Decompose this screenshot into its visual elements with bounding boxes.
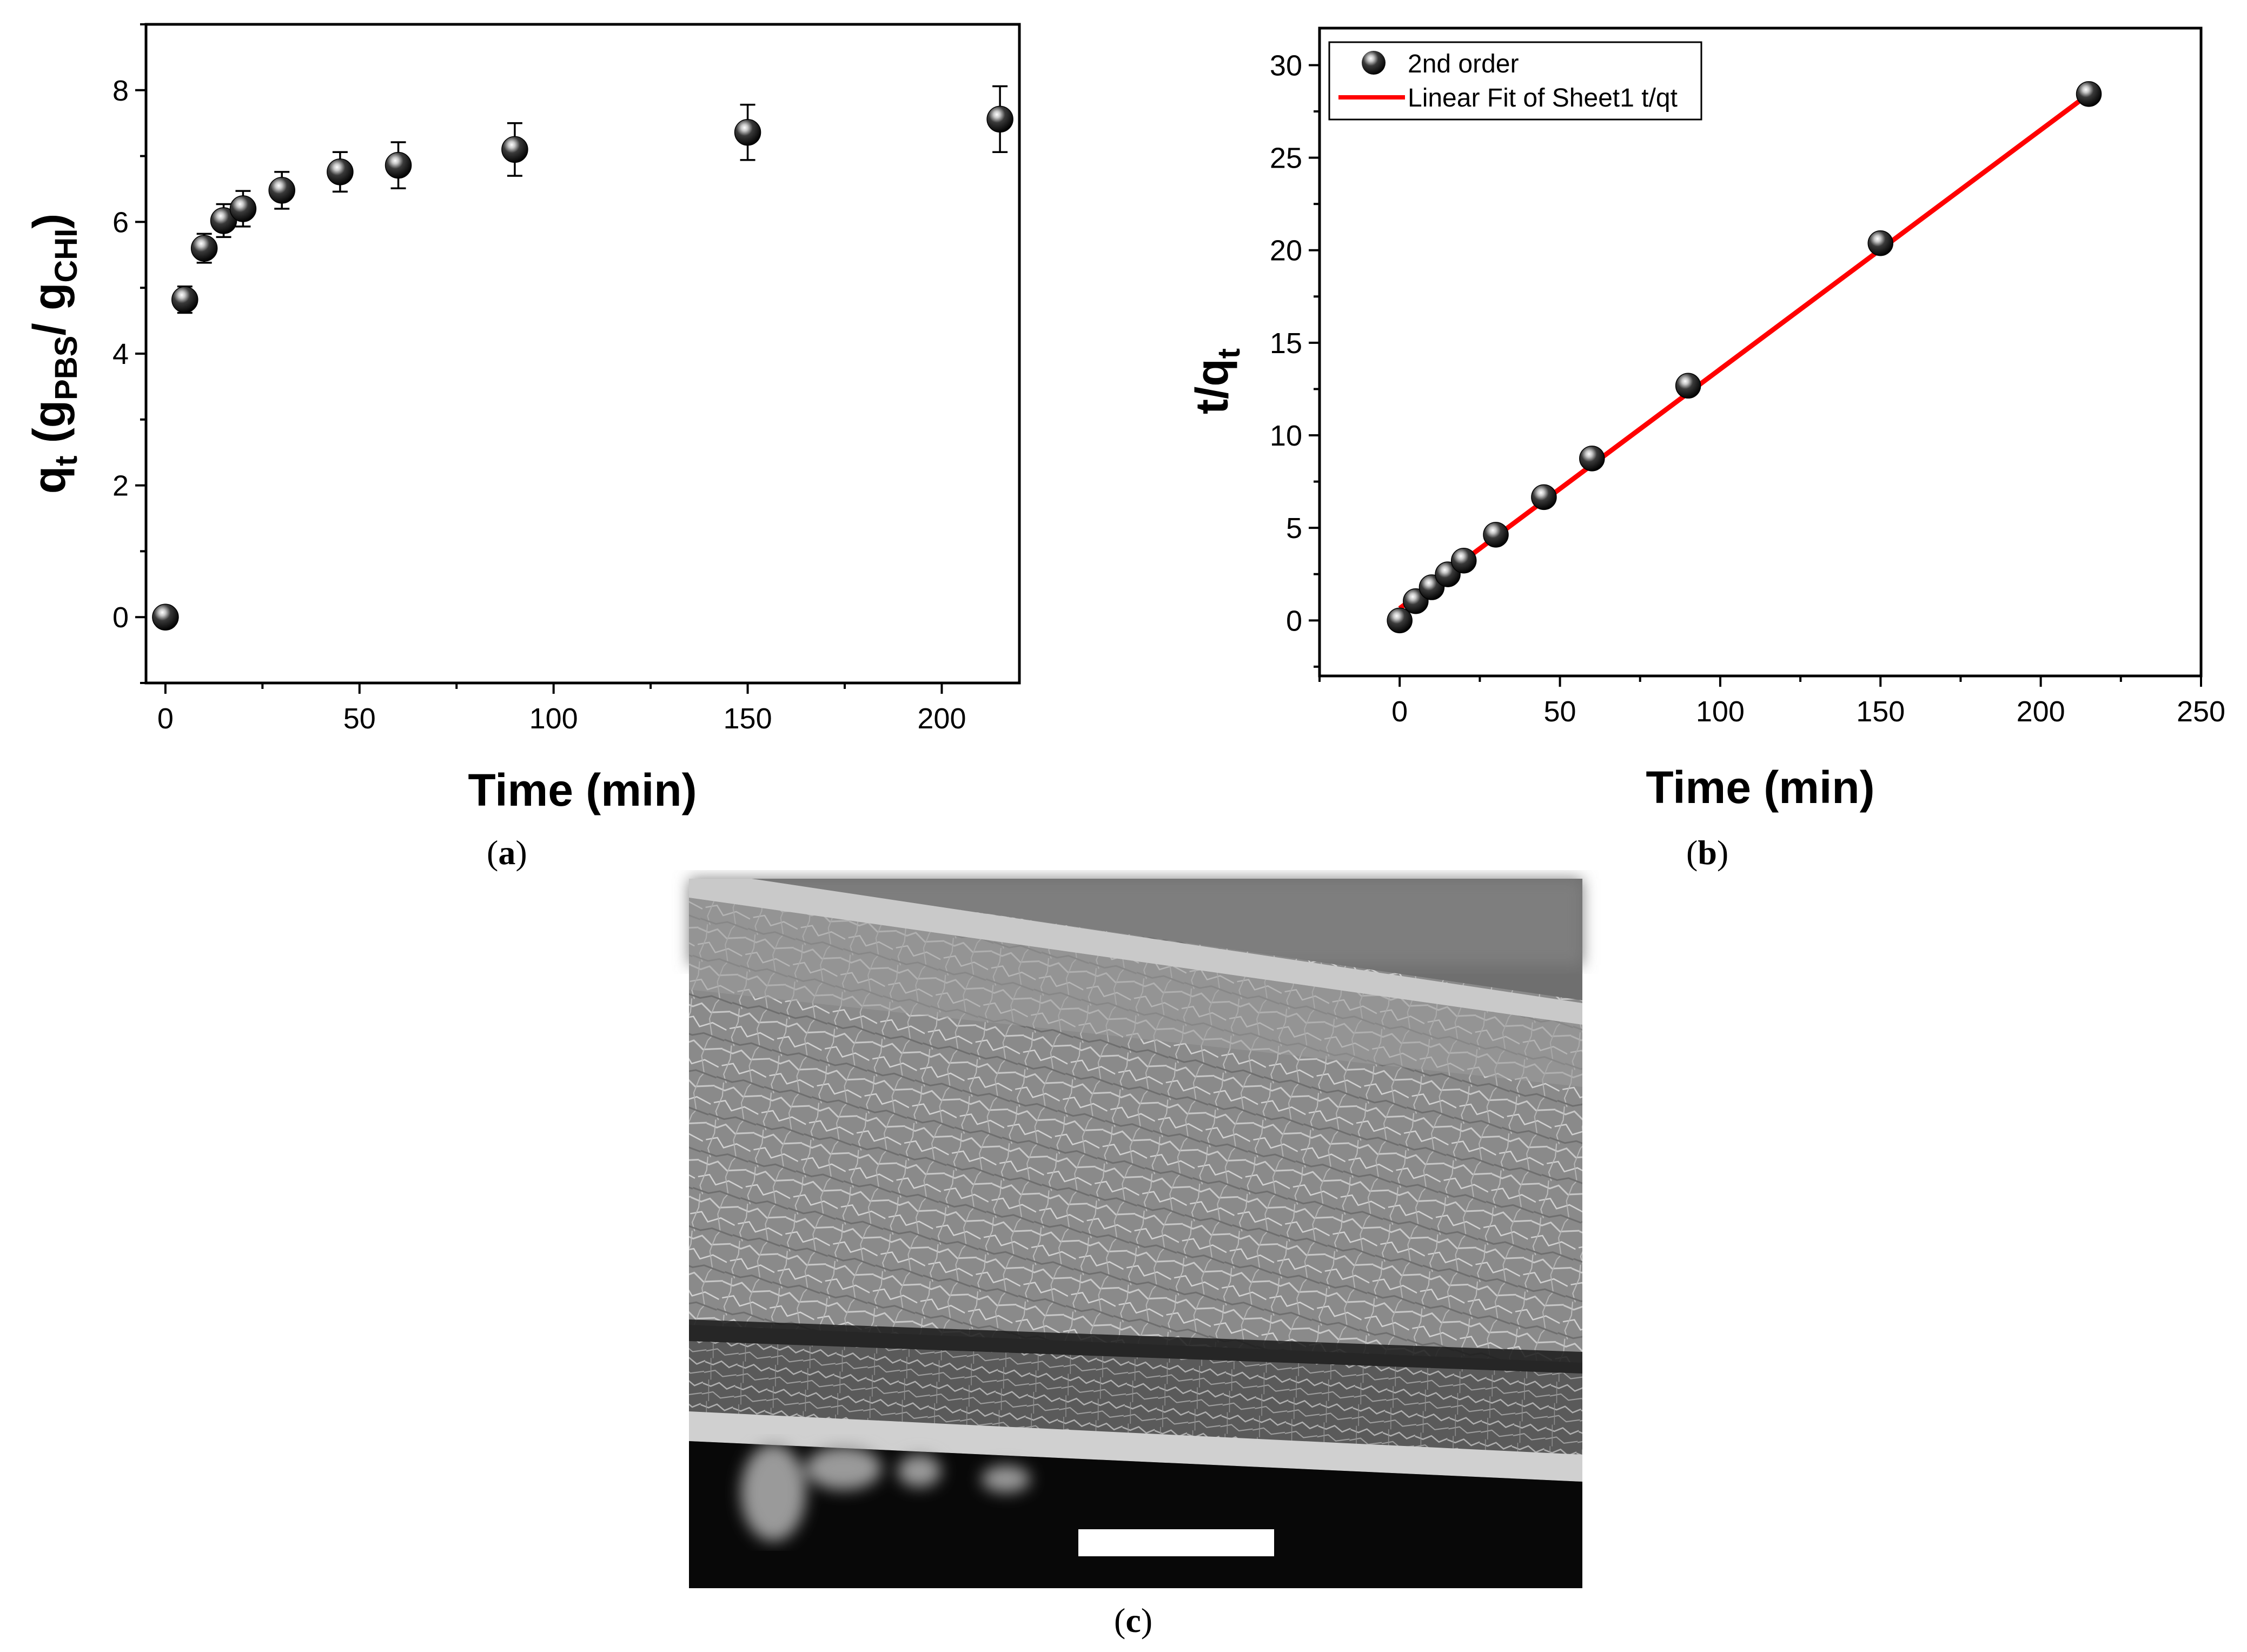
x-tick-label: 0 — [1391, 695, 1408, 728]
legend-marker-icon — [1362, 51, 1386, 75]
y-tick-label: 0 — [1286, 605, 1302, 637]
data-point — [734, 103, 761, 161]
marker — [268, 177, 295, 204]
x-tick-label: 100 — [1696, 695, 1745, 728]
marker — [327, 158, 354, 185]
data-point — [1387, 607, 1413, 634]
marker — [501, 136, 528, 163]
data-point — [501, 122, 528, 177]
marker — [152, 603, 179, 631]
x-tick-label: 50 — [1544, 695, 1576, 728]
y-tick-label: 10 — [1270, 420, 1302, 452]
chart-b-frame — [1318, 26, 2203, 678]
data-point — [1531, 484, 1557, 510]
chart-a-ticks — [135, 23, 943, 694]
data-point — [171, 286, 198, 314]
data-point — [190, 233, 218, 264]
data-point — [229, 190, 257, 228]
y-tick-label: 25 — [1270, 142, 1302, 175]
legend-entry-0: 2nd order — [1408, 50, 1519, 78]
x-tick-label: 150 — [724, 702, 772, 735]
marker — [229, 195, 257, 222]
scale-bar — [1078, 1529, 1274, 1556]
y-tick-label: 2 — [112, 470, 129, 502]
y-tick-label: 20 — [1270, 235, 1302, 267]
x-tick-label: 200 — [2017, 695, 2065, 728]
data-point — [1483, 522, 1509, 548]
marker — [734, 119, 761, 146]
data-point — [2076, 81, 2102, 107]
chart-b-ticks — [1309, 64, 2202, 687]
marker — [1531, 484, 1557, 510]
data-point — [385, 141, 412, 190]
data-point — [1867, 230, 1894, 256]
caption-c: (c) — [1114, 1601, 1153, 1640]
data-point — [152, 603, 179, 631]
data-point — [986, 85, 1013, 154]
x-tick-label: 50 — [343, 702, 376, 735]
fit-line — [1398, 92, 2091, 611]
x-tick-label: 100 — [529, 702, 578, 735]
data-point — [1579, 446, 1605, 472]
marker — [385, 151, 412, 179]
marker — [986, 105, 1013, 133]
marker — [210, 207, 237, 234]
y-tick-label: 6 — [112, 206, 129, 238]
y-tick-label: 8 — [112, 75, 129, 107]
chart-a-ylabel: qt (gPBS/ gCHI) — [24, 214, 84, 494]
y-tick-label: 0 — [112, 601, 129, 634]
legend-box — [1328, 41, 1702, 121]
y-tick-label: 30 — [1270, 49, 1302, 82]
marker — [1579, 446, 1605, 472]
chart-b-xlabel: Time (min) — [1646, 762, 1874, 813]
chart-a: 0 50 100 150 200 0 2 4 6 8 Time (min) qt (gPBS/ g… — [24, 23, 1021, 815]
x-tick-label: 250 — [2177, 695, 2225, 728]
chart-b-points — [1387, 81, 2102, 634]
sem-image — [689, 879, 1582, 1588]
marker — [1483, 522, 1509, 548]
legend-entry-1: Linear Fit of Sheet1 t/qt — [1408, 84, 1678, 112]
x-tick-label: 0 — [157, 702, 174, 735]
chart-a-tick-labels: 0 50 100 150 200 0 2 4 6 8 — [112, 75, 966, 735]
caption-a: (a) — [487, 833, 527, 872]
chart-a-frame — [144, 23, 1021, 685]
data-point — [327, 151, 354, 193]
marker — [171, 286, 198, 313]
marker — [190, 235, 218, 262]
chart-b: 0 50 100 150 200 250 0 5 10 15 20 25 30 2nd order Li… — [1187, 26, 2225, 813]
x-tick-label: 200 — [917, 702, 966, 735]
data-point — [210, 203, 237, 238]
marker — [2076, 81, 2102, 107]
marker — [1387, 607, 1413, 634]
y-tick-label: 5 — [1286, 512, 1302, 545]
legend: 2nd order Linear Fit of Sheet1 t/qt — [1328, 41, 1702, 121]
chart-a-xlabel: Time (min) — [468, 765, 697, 815]
y-tick-label: 4 — [112, 338, 129, 370]
data-point — [268, 171, 295, 210]
chart-b-tick-labels: 0 50 100 150 200 250 0 5 10 15 20 25 30 — [1270, 49, 2225, 728]
y-tick-label: 15 — [1270, 327, 1302, 360]
data-point — [1675, 373, 1701, 399]
data-point — [1450, 548, 1477, 574]
chart-b-ylabel: t/qt — [1187, 348, 1247, 414]
marker — [1867, 230, 1894, 256]
x-tick-label: 150 — [1856, 695, 1905, 728]
chart-a-points — [152, 85, 1013, 631]
marker — [1675, 373, 1701, 399]
caption-b: (b) — [1686, 833, 1729, 872]
marker — [1450, 548, 1477, 574]
